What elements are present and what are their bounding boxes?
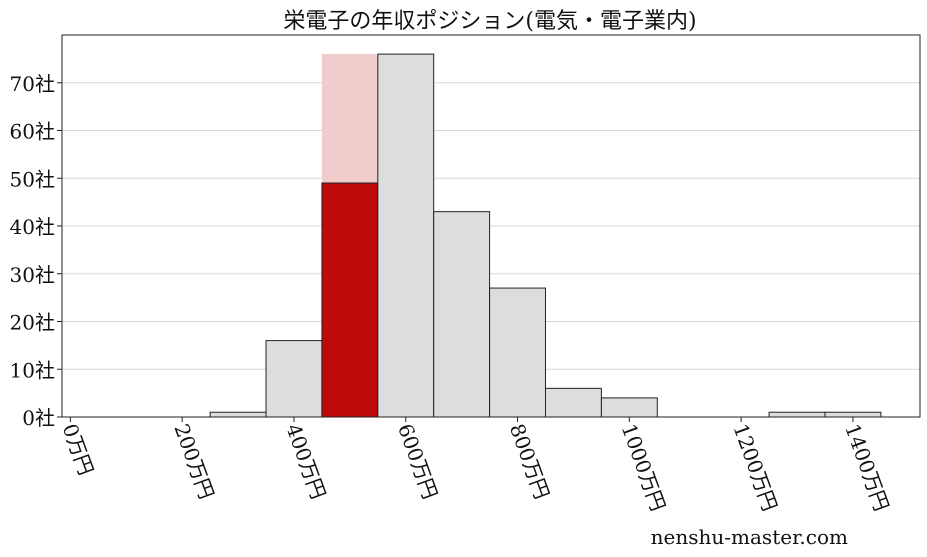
watermark: nenshu-master.com [651, 525, 848, 549]
x-tick-label: 0万円 [58, 421, 99, 479]
y-tick-label: 30社 [10, 263, 55, 287]
bar [265, 340, 323, 418]
bar [544, 387, 602, 418]
y-tick-label: 10社 [10, 358, 55, 382]
bar [600, 397, 658, 418]
bar [209, 411, 267, 418]
x-tick-label: 1200万円 [728, 421, 782, 515]
x-tick-label: 400万円 [281, 421, 330, 503]
bar [489, 287, 546, 418]
y-tick-label: 50社 [10, 167, 55, 191]
y-tick-label: 60社 [10, 120, 55, 144]
highlight-bar [321, 182, 379, 418]
x-tick-label: 800万円 [505, 421, 554, 503]
x-tick-label: 1000万円 [617, 421, 671, 515]
bar [433, 211, 491, 418]
y-tick-label: 0社 [22, 406, 55, 430]
y-tick-label: 20社 [10, 311, 55, 335]
chart-title: 栄電子の年収ポジション(電気・電子業内) [283, 9, 696, 34]
y-tick-label: 70社 [10, 72, 55, 96]
y-tick-label: 40社 [10, 215, 55, 239]
x-tick-label: 600万円 [393, 421, 442, 503]
bar [768, 411, 826, 418]
bar [824, 411, 882, 418]
x-tick-label: 200万円 [169, 421, 218, 503]
bar [377, 53, 435, 418]
x-tick-label: 1400万円 [840, 421, 894, 515]
